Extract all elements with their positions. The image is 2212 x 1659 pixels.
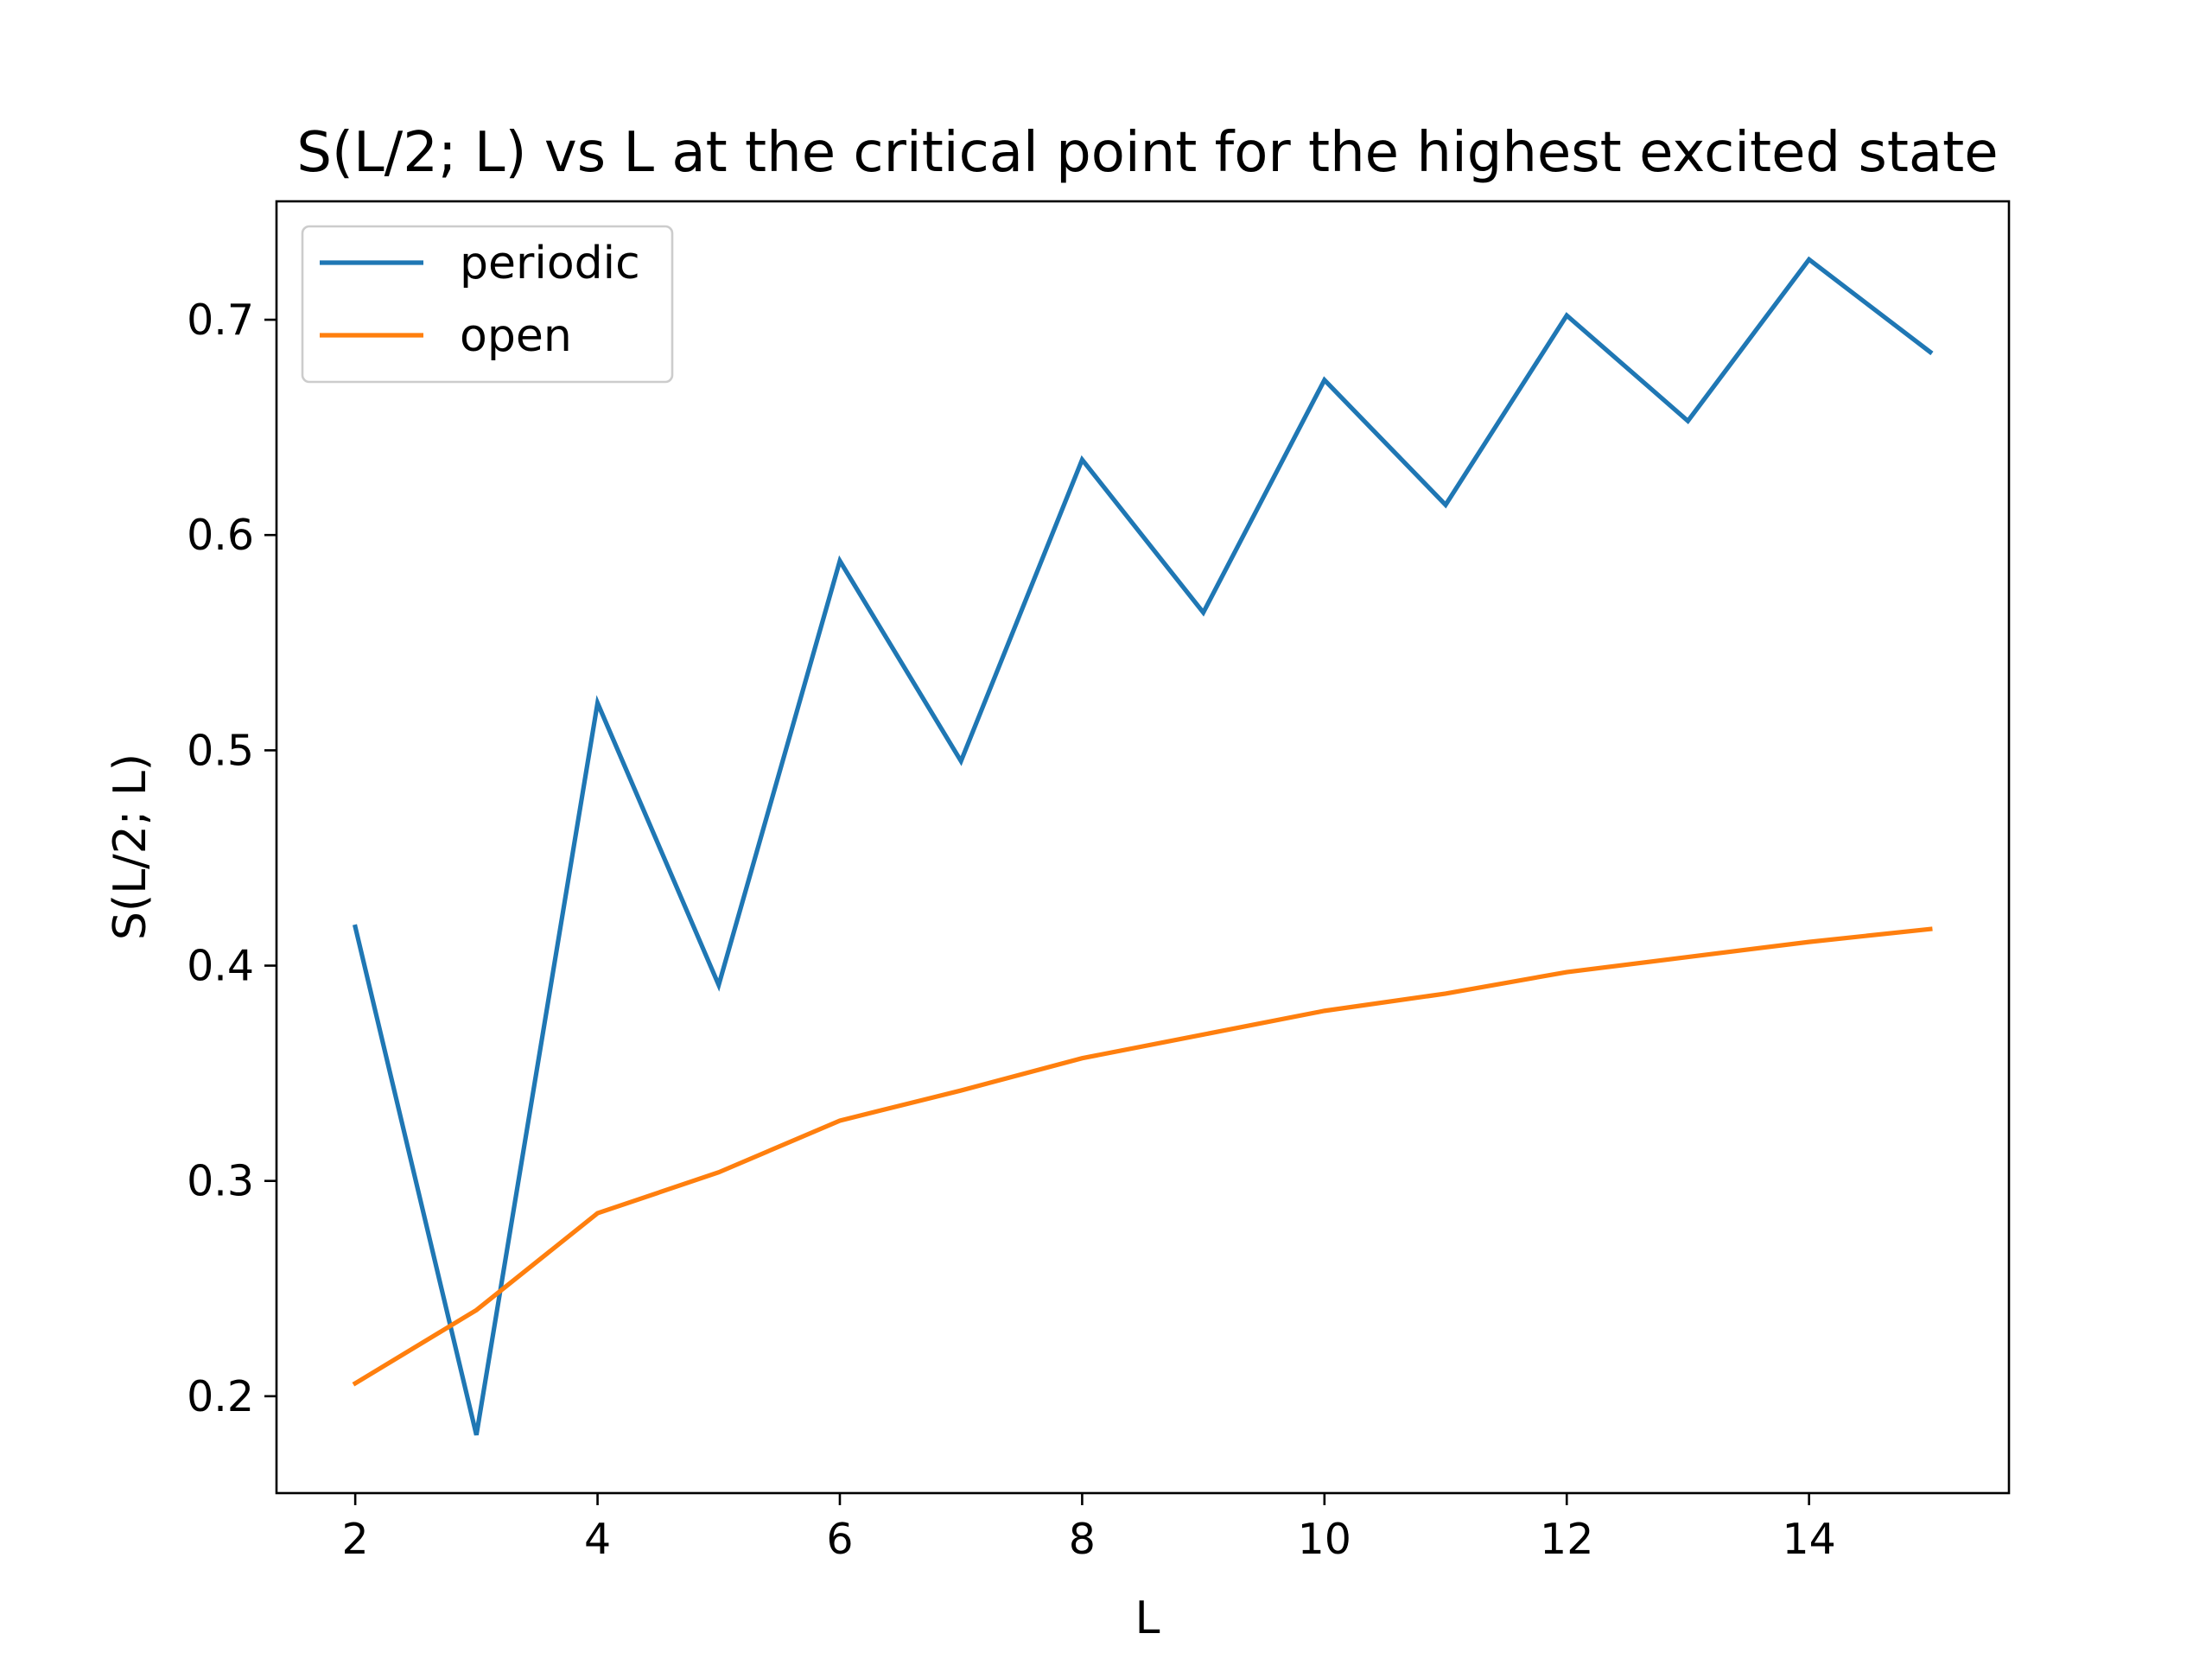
legend-label-open: open bbox=[460, 310, 572, 362]
series-layer bbox=[352, 256, 1934, 1436]
y-tick-label: 0.4 bbox=[187, 942, 254, 991]
series-line-open bbox=[352, 926, 1933, 1387]
y-tick-label: 0.6 bbox=[187, 511, 254, 560]
x-axis-label: L bbox=[1135, 1592, 1160, 1644]
y-axis: 0.2 0.3 0.4 0.5 0.6 0.7 bbox=[187, 296, 276, 1421]
x-tick-label: 12 bbox=[1540, 1515, 1593, 1564]
legend: periodic open bbox=[301, 225, 674, 384]
x-tick-label: 10 bbox=[1298, 1515, 1351, 1564]
plot-frame bbox=[275, 200, 2011, 1495]
series-line-periodic bbox=[353, 256, 1934, 1436]
x-tick-label: 14 bbox=[1782, 1515, 1835, 1564]
y-tick-label: 0.2 bbox=[187, 1372, 254, 1421]
plot-area bbox=[276, 201, 2009, 1493]
legend-frame bbox=[301, 225, 674, 384]
x-tick-label: 6 bbox=[826, 1515, 853, 1564]
x-tick-label: 8 bbox=[1069, 1515, 1096, 1564]
y-tick-label: 0.7 bbox=[187, 296, 254, 345]
plot-background bbox=[276, 201, 2009, 1493]
y-tick-label: 0.5 bbox=[187, 726, 254, 775]
x-tick-label: 4 bbox=[584, 1515, 611, 1564]
y-tick-label: 0.3 bbox=[187, 1157, 254, 1206]
legend-label-periodic: periodic bbox=[460, 238, 640, 289]
chart-title: S(L/2; L) vs L at the critical point for… bbox=[296, 121, 1998, 185]
y-axis-label: S(L/2; L) bbox=[105, 753, 156, 940]
x-axis: 2 4 6 8 10 12 14 bbox=[342, 1493, 1836, 1564]
x-tick-label: 2 bbox=[342, 1515, 369, 1564]
